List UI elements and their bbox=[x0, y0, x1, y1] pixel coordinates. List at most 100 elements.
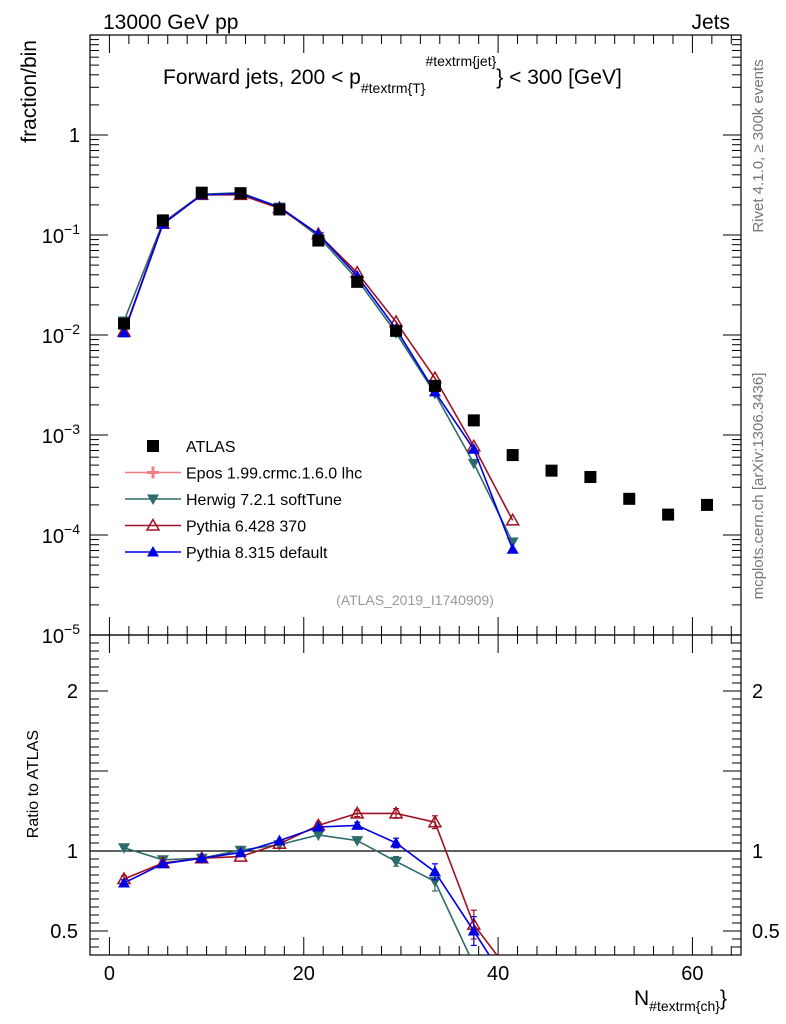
ratio-point bbox=[390, 837, 403, 848]
x-axis-label-main: N bbox=[634, 987, 649, 1010]
x-axis-label-tail: } bbox=[720, 987, 727, 1010]
data-point bbox=[662, 508, 675, 521]
ratio-panel-frame bbox=[89, 634, 742, 956]
data-point bbox=[390, 324, 403, 337]
ratio-point bbox=[428, 865, 441, 877]
y-tick-label-exp: −5 bbox=[64, 621, 80, 637]
data-point bbox=[467, 414, 480, 427]
ratio-point bbox=[195, 852, 208, 863]
ratio-point bbox=[312, 830, 325, 841]
legend-marker bbox=[147, 546, 159, 557]
ratio-series-line bbox=[123, 834, 471, 955]
legend-label: ATLAS bbox=[186, 439, 236, 456]
ratio-point bbox=[388, 805, 404, 819]
y-tick-label: 10−1 bbox=[42, 221, 80, 248]
energy-label: 13000 GeV pp bbox=[103, 11, 238, 34]
data-point bbox=[312, 234, 325, 247]
data-point bbox=[351, 275, 364, 288]
legend-label: Pythia 6.428 370 bbox=[186, 519, 306, 536]
legend-entry: Herwig 7.2.1 softTune bbox=[125, 492, 342, 509]
x-axis-label: N#textrm{ch}} bbox=[634, 987, 727, 1014]
y-tick-label-base: 10 bbox=[42, 226, 64, 248]
rivet-version-label: Rivet 4.1.0, ≥ 300k events bbox=[750, 59, 767, 232]
legend: ATLAS Epos 1.99.crmc.1.6.0 lhc Herwig 7.2.… bbox=[125, 439, 362, 562]
x-axis-label-sub: #textrm{ch} bbox=[649, 998, 720, 1014]
process-label: Jets bbox=[691, 11, 730, 34]
ratio-point bbox=[156, 857, 169, 869]
y-tick-label-base: 10 bbox=[42, 526, 64, 548]
ratio-point bbox=[468, 960, 480, 971]
ratio-point bbox=[234, 846, 247, 858]
data-point bbox=[545, 464, 558, 477]
y-tick-label: 10−5 bbox=[42, 621, 80, 648]
ratio-series-line bbox=[123, 824, 491, 955]
ratio-point bbox=[118, 843, 131, 854]
y-axis-label-bottom: Ratio to ATLAS bbox=[25, 730, 42, 838]
ratio-point bbox=[427, 814, 443, 828]
ratio-point bbox=[351, 836, 364, 847]
y-tick-label: 10−4 bbox=[42, 521, 80, 548]
ratio-point bbox=[349, 805, 365, 819]
y-tick-label: 10−2 bbox=[42, 321, 80, 348]
reference-label: (ATLAS_2019_I1740909) bbox=[336, 592, 494, 608]
ratio-y-tick-label: 1 bbox=[67, 841, 78, 863]
x-tick-label: 0 bbox=[104, 963, 115, 985]
chart-title-sub: #textrm{T} bbox=[361, 80, 426, 96]
legend-entry: Pythia 8.315 default bbox=[125, 545, 328, 562]
y-axis-label-top: fraction/bin bbox=[18, 40, 41, 143]
series-layer bbox=[116, 186, 713, 997]
data-point bbox=[467, 458, 480, 470]
data-point bbox=[118, 326, 131, 338]
y-tick-label-base: 10 bbox=[42, 626, 64, 648]
data-point bbox=[623, 492, 636, 505]
ratio-point bbox=[507, 986, 519, 997]
data-point bbox=[700, 498, 713, 511]
y-tick-label-base: 10 bbox=[42, 326, 64, 348]
legend-marker bbox=[147, 466, 159, 479]
data-point bbox=[118, 317, 131, 330]
data-point bbox=[505, 512, 520, 526]
legend-entry: Epos 1.99.crmc.1.6.0 lhc bbox=[125, 466, 362, 483]
data-point bbox=[195, 186, 208, 199]
ratio-y-tick-label: 0.5 bbox=[50, 921, 78, 943]
y-tick-label-exp: −1 bbox=[64, 221, 80, 237]
data-point bbox=[584, 471, 597, 484]
ratio-y-tick-label-right: 1 bbox=[752, 841, 763, 863]
ratio-point bbox=[118, 877, 131, 888]
y-tick-label: 1 bbox=[69, 125, 80, 147]
data-point bbox=[156, 214, 169, 227]
top-series-group bbox=[116, 186, 713, 554]
legend-label: Pythia 8.315 default bbox=[186, 545, 328, 562]
data-point bbox=[506, 449, 519, 462]
y-tick-label-base: 10 bbox=[42, 426, 64, 448]
ratio-series-group bbox=[116, 805, 519, 997]
legend-label: Herwig 7.2.1 softTune bbox=[186, 492, 342, 509]
data-point bbox=[273, 203, 286, 216]
chart-title: Forward jets, 200 < p#textrm{T} #textrm{j… bbox=[163, 53, 622, 96]
x-tick-label: 20 bbox=[293, 963, 315, 985]
legend-marker bbox=[145, 517, 161, 531]
ratio-point bbox=[390, 856, 403, 868]
legend-marker bbox=[147, 494, 159, 505]
legend-marker bbox=[147, 440, 159, 452]
ratio-point bbox=[351, 819, 364, 830]
chart-title-sup: #textrm{jet} bbox=[425, 53, 496, 69]
ratio-y-tick-label-right: 2 bbox=[752, 681, 763, 703]
ratio-y-tick-label: 2 bbox=[67, 681, 78, 703]
chart-title-main: Forward jets, 200 < p bbox=[163, 66, 361, 89]
ratio-y-tick-label-right: 0.5 bbox=[752, 921, 780, 943]
y-tick-label: 10−3 bbox=[42, 421, 80, 448]
legend-entry: ATLAS bbox=[147, 439, 236, 456]
x-tick-label: 60 bbox=[681, 963, 703, 985]
y-tick-label-exp: −4 bbox=[64, 521, 80, 537]
data-point bbox=[506, 543, 519, 554]
data-point bbox=[467, 443, 480, 454]
legend-entry: Pythia 6.428 370 bbox=[125, 517, 306, 536]
mcplots-site-label: mcplots.cern.ch [arXiv:1306.3436] bbox=[750, 373, 767, 600]
y-tick-label-exp: −2 bbox=[64, 321, 80, 337]
ratio-point bbox=[312, 821, 325, 832]
data-point bbox=[234, 187, 247, 200]
legend-label: Epos 1.99.crmc.1.6.0 lhc bbox=[186, 466, 362, 483]
